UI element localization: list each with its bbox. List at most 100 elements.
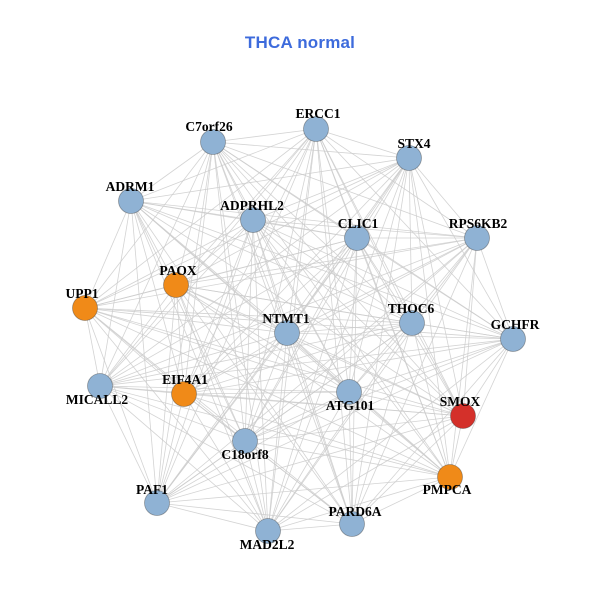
edge (408, 157, 451, 478)
node-label-MAD2L2: MAD2L2 (240, 537, 295, 552)
edge (183, 332, 288, 395)
edge (84, 307, 353, 525)
edge (84, 307, 464, 417)
edge (286, 128, 317, 334)
edge (84, 307, 269, 532)
edge (99, 237, 358, 387)
edge (99, 219, 254, 387)
edge (130, 128, 317, 202)
edge (244, 391, 350, 442)
edge (212, 141, 413, 324)
edge (175, 284, 269, 532)
edge (156, 393, 185, 504)
edge (156, 128, 317, 504)
edge (252, 219, 514, 340)
edge (99, 385, 464, 417)
edge (183, 237, 478, 395)
edge (156, 338, 514, 504)
edge (84, 307, 158, 504)
node-C7orf26 (200, 129, 226, 155)
edge (348, 391, 451, 478)
edge (183, 141, 214, 395)
edge (156, 502, 269, 532)
edge (212, 141, 350, 393)
node-C18orf8 (232, 428, 258, 454)
edge (175, 284, 464, 417)
edge (175, 284, 246, 442)
edge (411, 322, 451, 478)
edge (244, 237, 478, 442)
edge (351, 476, 451, 525)
edge (99, 322, 413, 387)
edge (130, 141, 214, 202)
node-label-SMOX: SMOX (440, 394, 481, 409)
edge (84, 219, 254, 309)
edge (476, 237, 514, 340)
node-label-ADRM1: ADRM1 (106, 179, 155, 194)
edge (175, 284, 288, 334)
edge (267, 523, 353, 532)
edge (130, 200, 158, 504)
node-label-MICALL2: MICALL2 (66, 392, 129, 407)
edge (244, 415, 464, 442)
edge (84, 128, 317, 309)
edge (408, 157, 413, 324)
edge (252, 157, 410, 221)
edge (348, 322, 413, 393)
edge (286, 332, 451, 478)
node-SMOX (450, 403, 476, 429)
edge (84, 284, 177, 309)
node-label-NTMT1: NTMT1 (262, 311, 310, 326)
edge (351, 338, 514, 525)
edge (411, 322, 464, 417)
plot-title: THCA normal (244, 33, 356, 52)
edge (315, 128, 353, 525)
edge (462, 237, 478, 417)
edge (252, 219, 350, 393)
node-UPP1 (72, 295, 98, 321)
edge (84, 307, 451, 478)
node-ATG101 (336, 379, 362, 405)
node-label-THOC6: THOC6 (388, 301, 435, 316)
node-ERCC1 (303, 116, 329, 142)
edge (99, 385, 246, 442)
edge (351, 415, 464, 525)
edge (99, 284, 177, 387)
node-label-ADPRHL2: ADPRHL2 (220, 198, 284, 213)
edge (315, 128, 478, 239)
node-PAOX (163, 272, 189, 298)
edge (84, 307, 246, 442)
edge (99, 385, 269, 532)
edge (244, 338, 514, 442)
node-label-ATG101: ATG101 (326, 398, 375, 413)
edge (175, 237, 478, 286)
edge (267, 476, 451, 532)
edge (212, 141, 410, 159)
edge (267, 338, 514, 532)
edge (183, 322, 413, 395)
edge (449, 338, 514, 478)
node-label-GCHFR: GCHFR (491, 317, 540, 332)
node-label-CLIC1: CLIC1 (338, 216, 379, 231)
edge (411, 237, 478, 324)
node-label-EIF4A1: EIF4A1 (162, 372, 208, 387)
node-CLIC1 (344, 225, 370, 251)
edge (267, 415, 464, 532)
node-label-ERCC1: ERCC1 (295, 106, 340, 121)
node-label-PAOX: PAOX (159, 263, 196, 278)
edge (84, 237, 478, 309)
edge (212, 141, 451, 478)
edge (99, 385, 158, 504)
edge (183, 391, 350, 395)
node-label-C18orf8: C18orf8 (221, 447, 268, 462)
edge (183, 128, 317, 395)
edge (175, 284, 353, 525)
edge (175, 219, 254, 286)
node-NTMT1 (274, 320, 300, 346)
edge (130, 157, 410, 202)
edge (175, 141, 214, 286)
edge (175, 284, 451, 478)
node-THOC6 (399, 310, 425, 336)
edge (212, 141, 464, 417)
